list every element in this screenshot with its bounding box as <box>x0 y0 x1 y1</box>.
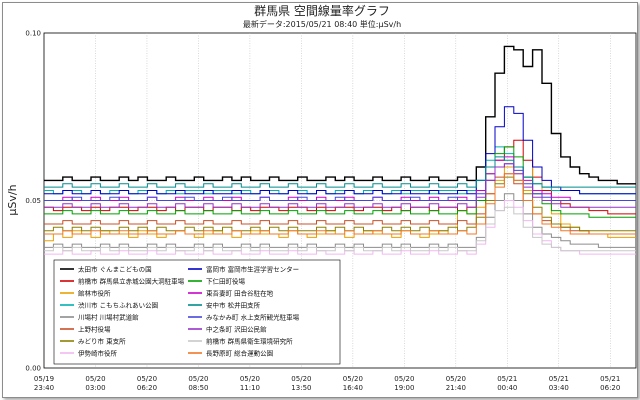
x-tick-date: 05/20 <box>394 375 414 383</box>
x-tick-time: 19:00 <box>394 384 414 392</box>
series-line-12 <box>44 156 636 188</box>
x-tick-time: 23:40 <box>34 384 54 392</box>
x-tick-date: 05/19 <box>34 375 54 383</box>
x-tick-date: 05/21 <box>497 375 517 383</box>
legend-label: 太田市 ぐんまこどもの国 <box>78 264 152 273</box>
y-tick-label: 0.00 <box>25 365 41 373</box>
series-lines <box>44 45 636 255</box>
x-tick-date: 05/20 <box>343 375 363 383</box>
x-tick-time: 03:40 <box>549 384 569 392</box>
legend-box <box>53 259 341 365</box>
legend-label: 前橋市 群馬県立赤城公園大洞駐車場 <box>78 276 185 285</box>
series-line-3 <box>44 166 636 242</box>
x-tick-time: 03:00 <box>85 384 105 392</box>
legend-label: みなかみ町 水上支所観光駐車場 <box>206 312 300 321</box>
x-tick-time: 21:40 <box>446 384 466 392</box>
series-line-15 <box>44 206 636 252</box>
x-tick-time: 11:10 <box>240 384 260 392</box>
legend-label: 川場村 川場村武道館 <box>78 312 139 321</box>
x-tick-date: 05/20 <box>291 375 311 383</box>
legend-label: 富岡市 富岡市生涯学習センター <box>206 264 299 273</box>
y-tick-label: 0.10 <box>25 30 41 38</box>
x-tick-date: 05/20 <box>137 375 157 383</box>
series-line-16 <box>44 173 636 235</box>
x-tick-date: 05/20 <box>240 375 260 383</box>
chart-subtitle: 最新データ:2015/05/21 08:40 単位:μSv/h <box>243 19 401 29</box>
x-tick-time: 00:40 <box>497 384 517 392</box>
chart-title: 群馬県 空間線量率グラフ <box>254 3 390 18</box>
x-axis-ticks: 05/1923:4005/2003:0005/2006:2005/2008:50… <box>34 375 620 392</box>
x-tick-time: 06:20 <box>600 384 620 392</box>
series-line-9 <box>44 106 636 195</box>
legend-label: 上野村役場 <box>78 324 111 333</box>
series-line-1 <box>44 45 636 185</box>
y-axis-label: μSv/h <box>6 184 19 215</box>
legend-label: 伊勢崎市役所 <box>78 348 118 357</box>
legend-label: 館林市役所 <box>78 288 111 297</box>
legend-label: 東吾妻町 田合谷駐在地 <box>206 288 274 297</box>
y-tick-label: 0.05 <box>25 197 41 205</box>
legend-label: 安中市 松井田支所 <box>206 300 261 309</box>
x-tick-time: 08:50 <box>188 384 208 392</box>
x-tick-time: 06:20 <box>137 384 157 392</box>
y-axis-ticks: 0.00 0.05 0.10 <box>25 30 41 373</box>
x-tick-time: 16:40 <box>343 384 363 392</box>
legend-label: みどり市 東支所 <box>78 336 126 345</box>
legend-label: 中之条町 沢田公民館 <box>206 324 267 333</box>
x-tick-date: 05/21 <box>549 375 569 383</box>
x-tick-date: 05/20 <box>446 375 466 383</box>
x-tick-date: 05/20 <box>85 375 105 383</box>
x-tick-date: 05/20 <box>188 375 208 383</box>
legend-label: 前橋市 群馬県衛生環境研究所 <box>206 336 293 345</box>
legend-label: 渋川市 こもちふれあい公園 <box>78 300 158 309</box>
legend-label: 長野原町 総合運動公園 <box>206 348 273 357</box>
series-line-14 <box>44 163 636 208</box>
x-tick-date: 05/21 <box>600 375 620 383</box>
legend-label: 下仁田町役場 <box>206 276 246 285</box>
x-tick-time: 13:50 <box>291 384 311 392</box>
